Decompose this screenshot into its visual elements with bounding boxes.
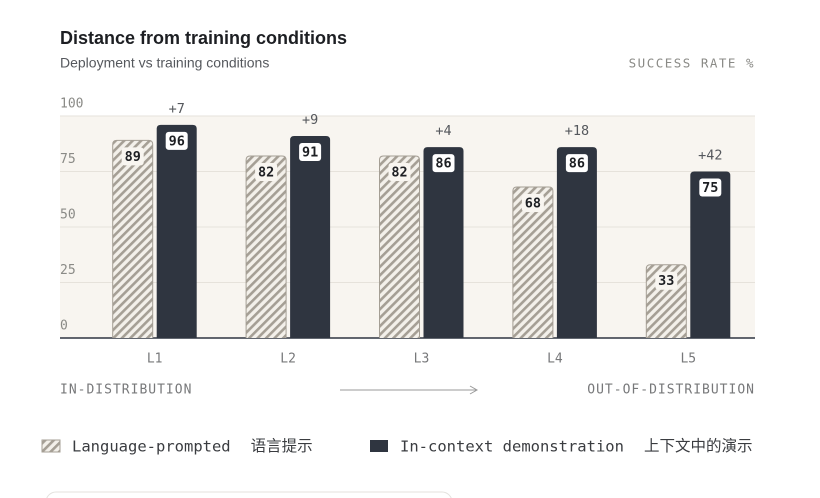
panel-edge (46, 491, 452, 498)
value-label: 96 (169, 133, 185, 149)
delta-annotation: +42 (698, 148, 722, 164)
bar (245, 155, 287, 338)
legend-label: Language-prompted (72, 438, 231, 456)
bar (423, 147, 464, 338)
x-axis-left-label: IN-DISTRIBUTION (60, 383, 192, 398)
x-tick-label: L3 (414, 352, 430, 367)
x-tick-label: L2 (280, 352, 296, 367)
value-label: 86 (569, 156, 585, 172)
bar (556, 147, 597, 338)
value-label-bg (655, 271, 678, 290)
value-label-bg (699, 178, 722, 197)
delta-annotation: +18 (565, 123, 589, 139)
x-tick-label: L4 (547, 352, 563, 367)
chart-subtitle: Deployment vs training conditions (60, 55, 269, 71)
value-label: 91 (302, 144, 318, 160)
value-label-bg (255, 162, 278, 181)
value-label: 33 (658, 273, 674, 289)
value-label-bg (121, 147, 144, 166)
value-label-bg (521, 194, 544, 213)
delta-annotation: +4 (435, 123, 451, 139)
value-label: 75 (702, 180, 718, 196)
value-label-bg (432, 154, 455, 173)
value-label-bg (299, 142, 322, 161)
arrow-head (469, 385, 479, 395)
value-label-bg (165, 131, 188, 150)
x-tick-label: L1 (147, 352, 163, 367)
value-label: 68 (525, 196, 541, 212)
bar (379, 155, 420, 338)
delta-annotation: +9 (302, 112, 318, 128)
bar (290, 135, 331, 338)
bar (112, 139, 154, 338)
legend-swatch (370, 440, 388, 452)
legend-label: In-context demonstration (400, 438, 624, 456)
chart-title: Distance from training conditions (60, 28, 347, 48)
y-axis-label: SUCCESS RATE % (629, 56, 755, 71)
delta-annotation: +7 (169, 101, 185, 117)
legend-label-zh: 语言提示 (251, 437, 313, 455)
value-label-bg (388, 162, 411, 181)
bar (690, 171, 731, 338)
bar (156, 124, 197, 338)
value-label: 82 (258, 164, 274, 180)
value-label: 89 (125, 149, 141, 165)
y-tick-label: 25 (60, 263, 76, 278)
x-axis-right-label: OUT-OF-DISTRIBUTION (587, 383, 755, 398)
x-tick-label: L5 (680, 352, 696, 367)
value-label: 86 (435, 156, 451, 172)
legend-swatch (41, 439, 61, 453)
y-tick-label: 0 (60, 319, 68, 334)
value-label-bg (565, 154, 588, 173)
legend-label-zh: 上下文中的演示 (644, 437, 753, 455)
value-label: 82 (391, 164, 407, 180)
y-tick-label: 75 (60, 152, 76, 167)
bar (512, 186, 554, 338)
y-tick-label: 50 (60, 208, 76, 223)
y-tick-label: 100 (60, 97, 83, 112)
